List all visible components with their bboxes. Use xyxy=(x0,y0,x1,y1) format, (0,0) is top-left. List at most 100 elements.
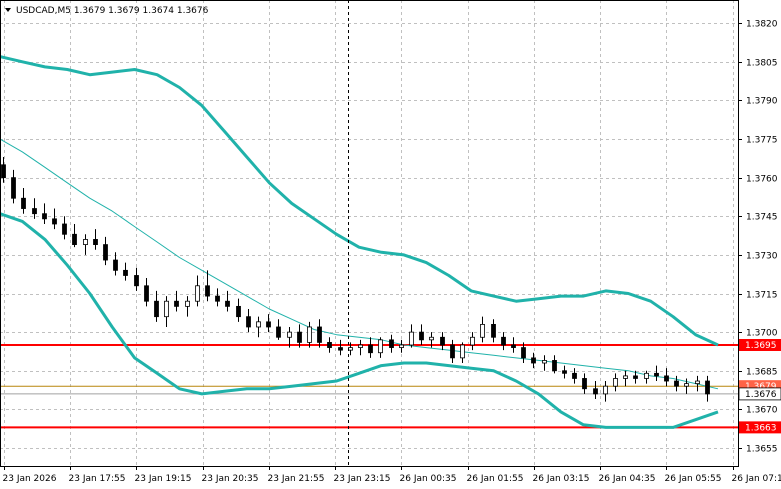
y-tick-label: 1.3685 xyxy=(746,368,778,378)
candle-body xyxy=(613,378,618,387)
candle xyxy=(409,324,414,348)
candle-body xyxy=(297,331,302,343)
candle xyxy=(123,262,128,281)
candle-body xyxy=(470,336,475,346)
x-tick-label: 26 Jan 05:55 xyxy=(665,474,722,484)
candle xyxy=(276,319,281,340)
candle xyxy=(582,373,587,394)
candle xyxy=(460,342,465,364)
candle xyxy=(674,375,679,392)
candle-body xyxy=(450,344,455,359)
level-price-badge xyxy=(739,421,781,434)
lower-band-line xyxy=(0,212,719,429)
candle xyxy=(246,308,251,333)
upper-band-line xyxy=(0,55,719,347)
candle-body xyxy=(42,213,47,220)
candle xyxy=(440,332,445,351)
candle xyxy=(42,203,47,224)
candle xyxy=(562,365,567,379)
y-tick-label: 1.3820 xyxy=(746,20,778,30)
candle xyxy=(593,381,598,400)
candle xyxy=(664,368,669,387)
candle-body xyxy=(11,177,16,199)
candle-body xyxy=(654,372,659,377)
candle xyxy=(287,326,292,348)
candle-body xyxy=(674,380,679,387)
candle xyxy=(195,275,200,307)
candle-body xyxy=(562,370,567,374)
candle-body xyxy=(1,164,6,179)
candle-body xyxy=(664,375,669,382)
candle-body xyxy=(276,326,281,338)
candle xyxy=(32,198,37,219)
horizontal-levels[interactable] xyxy=(0,343,738,429)
candle xyxy=(225,290,230,312)
candle xyxy=(317,319,322,348)
candle-body xyxy=(419,331,424,341)
candle xyxy=(1,157,6,183)
candle xyxy=(603,381,608,402)
candle-body xyxy=(480,323,485,338)
candle-body xyxy=(185,300,190,307)
candle-body xyxy=(62,223,67,235)
candle-body xyxy=(603,385,608,395)
candle xyxy=(531,352,536,369)
candle-body xyxy=(307,326,312,343)
x-tick-label: 26 Jan 04:35 xyxy=(599,474,656,484)
candle xyxy=(358,339,363,356)
candle-body xyxy=(236,305,241,318)
candle-body xyxy=(338,347,343,351)
y-tick-label: 1.3670 xyxy=(746,406,778,416)
current-price-label: 1.3676 xyxy=(745,390,777,400)
candle xyxy=(256,316,261,338)
candle xyxy=(419,324,424,345)
plot-frame xyxy=(0,0,739,467)
candle-body xyxy=(246,316,251,328)
candle-body xyxy=(52,218,57,225)
candle xyxy=(236,298,241,322)
candle-body xyxy=(266,321,271,328)
candle-body xyxy=(83,239,88,245)
candle-body xyxy=(348,347,353,351)
x-tick-label: 26 Jan 07:15 xyxy=(732,474,781,484)
candle xyxy=(266,314,271,333)
candle xyxy=(134,267,139,291)
dropdown-triangle-icon[interactable] xyxy=(5,8,11,12)
candle xyxy=(552,355,557,374)
candle xyxy=(103,236,108,266)
symbol-ohlc-title: USDCAD,M5 1.3679 1.3679 1.3674 1.3676 xyxy=(16,6,209,16)
y-tick-label: 1.3745 xyxy=(746,213,778,223)
y-tick-label: 1.3760 xyxy=(746,175,778,185)
candle-body xyxy=(144,285,149,302)
candle xyxy=(633,370,638,384)
candle xyxy=(501,332,506,351)
candle-body xyxy=(113,259,118,271)
candle xyxy=(572,368,577,384)
candle xyxy=(623,370,628,387)
candle xyxy=(215,288,220,307)
candle-body xyxy=(399,344,404,348)
x-tick-label: 23 Jan 19:15 xyxy=(135,474,192,484)
candle-body xyxy=(256,321,261,328)
candle-body xyxy=(164,300,169,318)
candle-body xyxy=(705,380,710,395)
candle xyxy=(695,375,700,392)
candle xyxy=(83,234,88,255)
time-axis[interactable]: 23 Jan 2026 23 Jan 17:55 23 Jan 19:15 23 Ja… xyxy=(3,466,781,484)
x-tick-label: 23 Jan 23:15 xyxy=(334,474,391,484)
price-axis[interactable]: 1.3820 1.3805 1.3790 1.3775 1.3760 1.3745 1.37… xyxy=(738,20,781,455)
candle xyxy=(470,332,475,351)
candle-body xyxy=(531,357,536,364)
candle-body xyxy=(644,372,649,379)
candle xyxy=(480,316,485,343)
candle-body xyxy=(174,300,179,307)
candle-body xyxy=(623,375,628,379)
candle xyxy=(705,375,710,402)
candle xyxy=(491,319,496,343)
bollinger-bands xyxy=(0,55,719,429)
candle xyxy=(450,339,455,364)
candle-body xyxy=(582,378,587,390)
candle-body xyxy=(501,336,506,346)
candle-body xyxy=(684,383,689,387)
